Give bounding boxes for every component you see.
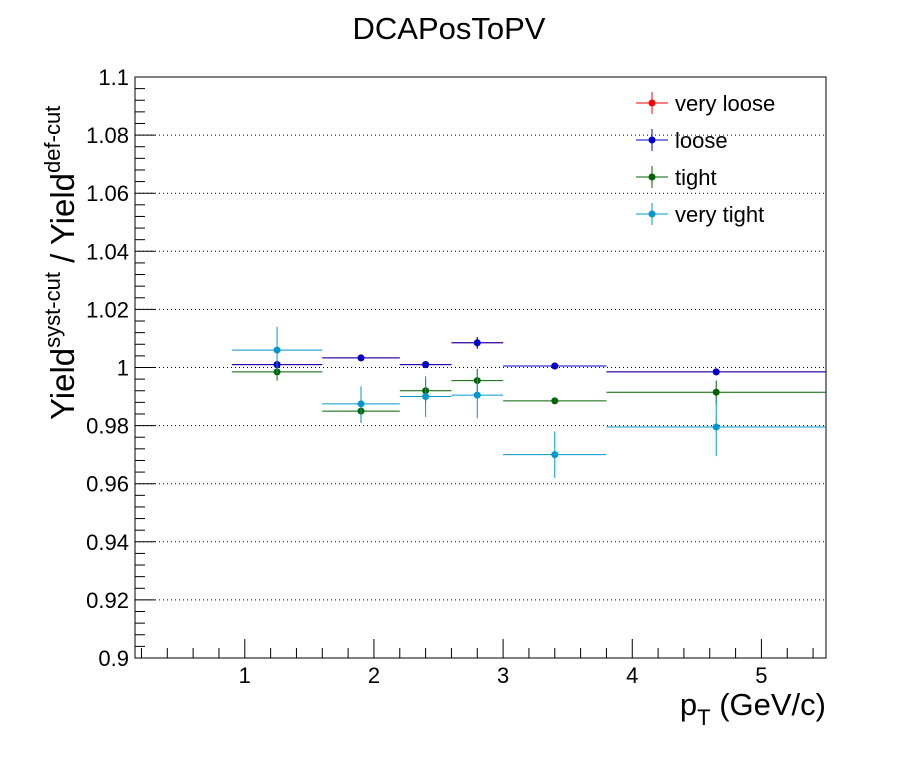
legend-marker: [648, 210, 656, 218]
x-label-unit: (GeV/c): [711, 687, 826, 722]
plot-frame: [134, 76, 827, 659]
y-label-sup1: syst-cut: [40, 272, 65, 348]
legend-marker: [648, 136, 656, 144]
data-point: [473, 391, 481, 399]
legend-label: very loose: [675, 91, 775, 116]
chart-title: DCAPosToPV: [353, 11, 546, 46]
x-label-main: p: [680, 687, 697, 722]
legend-label: tight: [675, 165, 717, 190]
legend-marker: [648, 173, 656, 181]
data-point: [551, 451, 559, 459]
y-tick-label: 1.02: [86, 297, 129, 322]
y-tick-label: 1.08: [86, 123, 129, 148]
data-point: [551, 362, 559, 370]
y-tick-label: 0.96: [86, 472, 129, 497]
x-tick-label: 1: [239, 663, 251, 688]
data-point: [551, 397, 559, 405]
data-point: [357, 354, 365, 362]
y-tick-label: 1.06: [86, 181, 129, 206]
axes: 0.9 0.92 0.94 0.96 0.98 1 1.02 1.04 1.06 1.08 1.1 1…: [86, 65, 814, 688]
y-tick-label: 1.04: [86, 239, 129, 264]
y-label-base2: Yield: [44, 173, 81, 245]
y-tick-label: 0.9: [98, 646, 129, 671]
data-point: [357, 400, 365, 408]
y-tick-label: 1: [117, 356, 129, 381]
x-label-sub: T: [697, 705, 710, 730]
data-point: [712, 423, 720, 431]
data-point: [273, 346, 281, 354]
x-axis-label: pT (GeV/c): [680, 687, 826, 730]
y-axis-label: Yieldsyst-cut / Yielddef-cut: [40, 106, 81, 420]
legend-label: very tight: [675, 202, 764, 227]
y-tick-label: 0.98: [86, 414, 129, 439]
data-point: [473, 339, 481, 347]
x-tick-label: 4: [626, 663, 638, 688]
x-tick-label: 5: [755, 663, 767, 688]
y-tick-label: 0.94: [86, 530, 129, 555]
y-label-sup2: def-cut: [40, 106, 65, 173]
y-tick-label: 1.1: [98, 65, 129, 90]
data-point: [422, 361, 430, 369]
legend-label: loose: [675, 128, 728, 153]
legend: very loose loose tight very tight: [636, 91, 775, 227]
data-point: [422, 393, 430, 401]
y-tick-label: 0.92: [86, 588, 129, 613]
legend-marker: [648, 99, 656, 107]
y-label-base1: Yield: [44, 348, 81, 420]
data-point: [712, 388, 720, 396]
x-tick-label: 2: [368, 663, 380, 688]
x-tick-label: 3: [497, 663, 509, 688]
data-marks: [231, 326, 826, 478]
data-point: [712, 368, 720, 376]
y-label-sep: /: [44, 245, 81, 272]
